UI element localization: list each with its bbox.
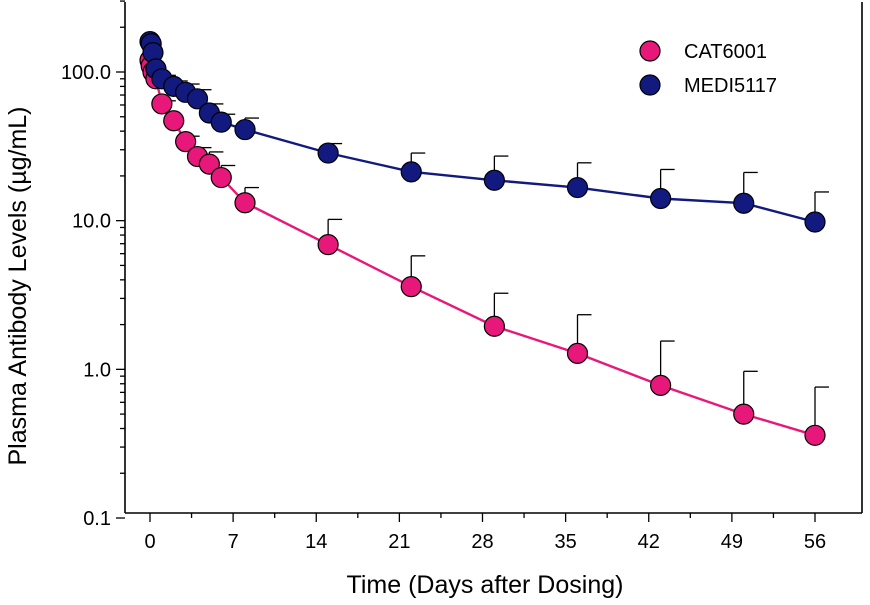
y-tick-label: 0.1 — [83, 508, 111, 530]
y-tick-label: 1.0 — [83, 359, 111, 381]
data-point — [650, 187, 672, 210]
data-point — [804, 424, 826, 446]
x-tick-label: 42 — [638, 531, 660, 553]
y-axis-title: Plasma Antibody Levels (µg/mL) — [4, 106, 32, 465]
legend-label: MEDI5117 — [684, 75, 777, 97]
legend-marker — [639, 74, 661, 96]
series-layer — [139, 31, 829, 446]
data-point — [733, 192, 755, 214]
data-point — [198, 153, 220, 175]
x-tick-label: 35 — [555, 531, 577, 553]
data-point — [234, 118, 256, 141]
legend-label: CAT6001 — [684, 41, 767, 63]
x-tick-label: 56 — [804, 531, 826, 553]
y-tick-label: 10.0 — [72, 211, 111, 233]
legend: CAT6001 MEDI5117 — [639, 40, 777, 97]
y-axis-ticks: 0.1 1.0 10.0 100.0 — [61, 0, 125, 530]
data-point — [151, 93, 173, 115]
data-point — [210, 166, 232, 189]
data-point — [186, 88, 209, 110]
data-point — [566, 342, 589, 365]
data-point — [210, 111, 232, 133]
x-tick-label: 14 — [305, 531, 327, 553]
legend-marker — [639, 40, 661, 62]
data-point — [733, 403, 755, 425]
x-tick-label: 7 — [228, 531, 239, 553]
data-point — [400, 161, 422, 183]
series-medi5117 — [139, 31, 829, 233]
data-point — [234, 192, 256, 214]
series-cat6001 — [139, 49, 829, 446]
data-point — [317, 234, 339, 256]
x-tick-label: 0 — [144, 531, 155, 553]
data-point — [650, 374, 672, 396]
x-axis-title: Time (Days after Dosing) — [347, 571, 624, 599]
axes — [124, 2, 863, 514]
y-tick-label: 100.0 — [61, 62, 111, 84]
x-tick-label: 49 — [721, 531, 743, 553]
series-line — [148, 59, 816, 437]
x-axis-ticks: 0 7 14 21 28 35 42 49 56 — [144, 513, 826, 553]
data-point — [566, 176, 589, 199]
data-point — [483, 169, 505, 191]
data-point — [163, 110, 185, 132]
data-point — [400, 276, 422, 298]
data-point — [175, 131, 197, 153]
x-tick-label: 21 — [388, 531, 410, 553]
x-tick-label: 28 — [471, 531, 493, 553]
data-point — [804, 211, 826, 233]
data-point — [483, 315, 505, 337]
data-point — [317, 142, 339, 164]
